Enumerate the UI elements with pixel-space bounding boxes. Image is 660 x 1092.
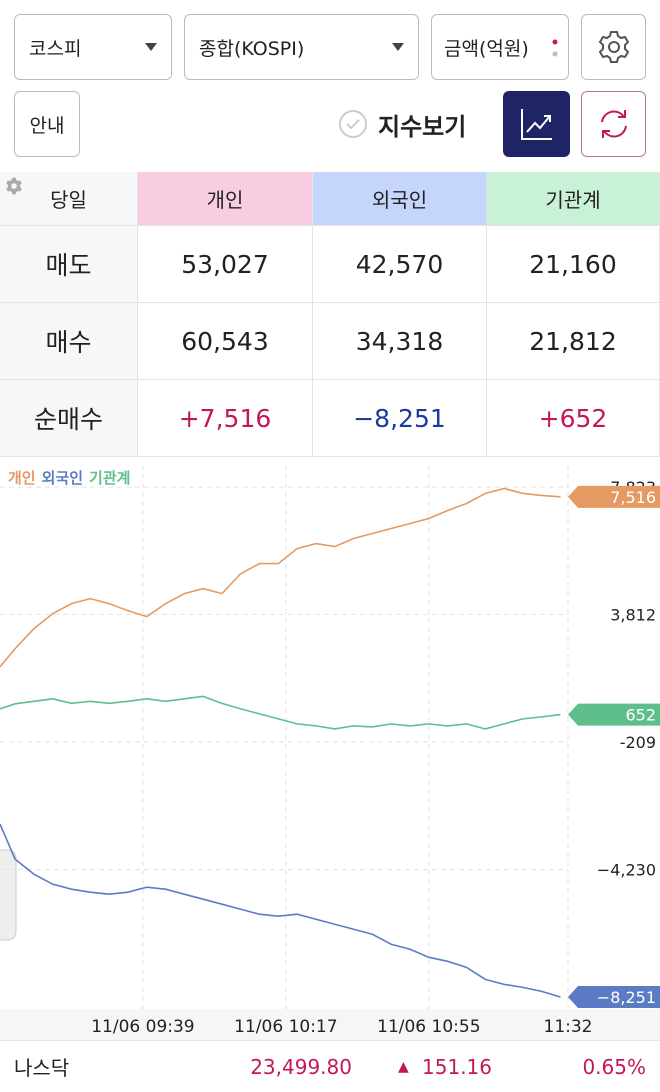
header-cell: 개인 bbox=[138, 172, 313, 226]
table-cell: 매도 bbox=[0, 226, 138, 303]
table-cell: 53,027 bbox=[138, 226, 313, 303]
x-tick-label: 11/06 09:39 bbox=[91, 1017, 194, 1037]
x-tick-label: 11:32 bbox=[544, 1017, 593, 1037]
series-line bbox=[0, 823, 561, 998]
up-arrow: ▲ bbox=[398, 1058, 409, 1075]
ticker-name: 나스닥 bbox=[14, 1056, 70, 1080]
index-dropdown[interactable]: 종합(KOSPI) bbox=[184, 14, 419, 80]
guide-label: 안내 bbox=[29, 114, 65, 137]
ticker-price: 23,499.80 bbox=[250, 1054, 352, 1079]
x-tick-label: 11/06 10:17 bbox=[234, 1017, 337, 1037]
x-axis-band bbox=[0, 1009, 660, 1040]
market-label: 코스피 bbox=[29, 37, 82, 60]
table-settings[interactable] bbox=[4, 176, 24, 196]
table-cell: 21,160 bbox=[487, 226, 660, 303]
chart-button[interactable] bbox=[503, 91, 570, 157]
series-line bbox=[0, 695, 561, 730]
header-cell: 당일 bbox=[0, 172, 138, 226]
x-tick-label: 11/06 10:55 bbox=[377, 1017, 480, 1037]
refresh-icon bbox=[600, 110, 627, 138]
unit-label: 금액(억원) bbox=[444, 37, 529, 60]
table-cell: 21,812 bbox=[487, 303, 660, 380]
series-line bbox=[0, 487, 561, 668]
legend-entry: 기관계 bbox=[89, 469, 130, 487]
table-cell: 42,570 bbox=[313, 226, 487, 303]
ticker-percent: 0.65% bbox=[582, 1054, 646, 1079]
index-label: 종합(KOSPI) bbox=[199, 37, 305, 60]
header-cell: 외국인 bbox=[313, 172, 487, 226]
table-cell: 매수 bbox=[0, 303, 138, 380]
guide-button[interactable]: 안내 bbox=[14, 91, 80, 157]
end-tag-label: −8,251 bbox=[597, 988, 656, 1007]
table-cell: +652 bbox=[487, 380, 660, 457]
table-cell: +7,516 bbox=[138, 380, 313, 457]
settings-button[interactable] bbox=[581, 14, 646, 80]
legend-entry: 외국인 bbox=[42, 469, 83, 487]
chart-icon bbox=[520, 109, 552, 140]
market-dropdown[interactable]: 코스피 bbox=[14, 14, 172, 80]
y-tick-label: 3,812 bbox=[610, 605, 656, 624]
end-tag-label: 652 bbox=[625, 706, 656, 725]
y-tick-label: -209 bbox=[620, 733, 656, 752]
check-icon bbox=[339, 110, 367, 138]
ticker-change: 151.16 bbox=[422, 1054, 492, 1079]
y-tick-label: −4,230 bbox=[597, 860, 656, 879]
table-cell: 순매수 bbox=[0, 380, 138, 457]
header-cell: 기관계 bbox=[487, 172, 660, 226]
gear-icon bbox=[598, 31, 629, 63]
unit-dropdown[interactable]: 금액(억원) bbox=[431, 14, 569, 80]
caret bbox=[392, 43, 404, 51]
end-tag bbox=[568, 485, 660, 508]
refresh-button[interactable] bbox=[581, 91, 646, 157]
table-cell: 60,543 bbox=[138, 303, 313, 380]
side-handle[interactable] bbox=[0, 849, 17, 941]
legend-entry: 개인 bbox=[8, 469, 36, 487]
show-index-toggle[interactable]: 지수보기 bbox=[338, 106, 466, 142]
table-cell: 34,318 bbox=[313, 303, 487, 380]
end-tag-label: 7,516 bbox=[610, 488, 656, 507]
show-index-label: 지수보기 bbox=[378, 112, 467, 141]
end-tag bbox=[568, 986, 660, 1009]
caret bbox=[145, 43, 157, 51]
dots-icon bbox=[552, 39, 558, 57]
table-cell: −8,251 bbox=[313, 380, 487, 457]
ticker-bar: 나스닥 23,499.80 ▲ 151.16 0.65% bbox=[0, 1040, 660, 1092]
gear-icon bbox=[6, 177, 22, 195]
end-tag bbox=[568, 703, 660, 726]
